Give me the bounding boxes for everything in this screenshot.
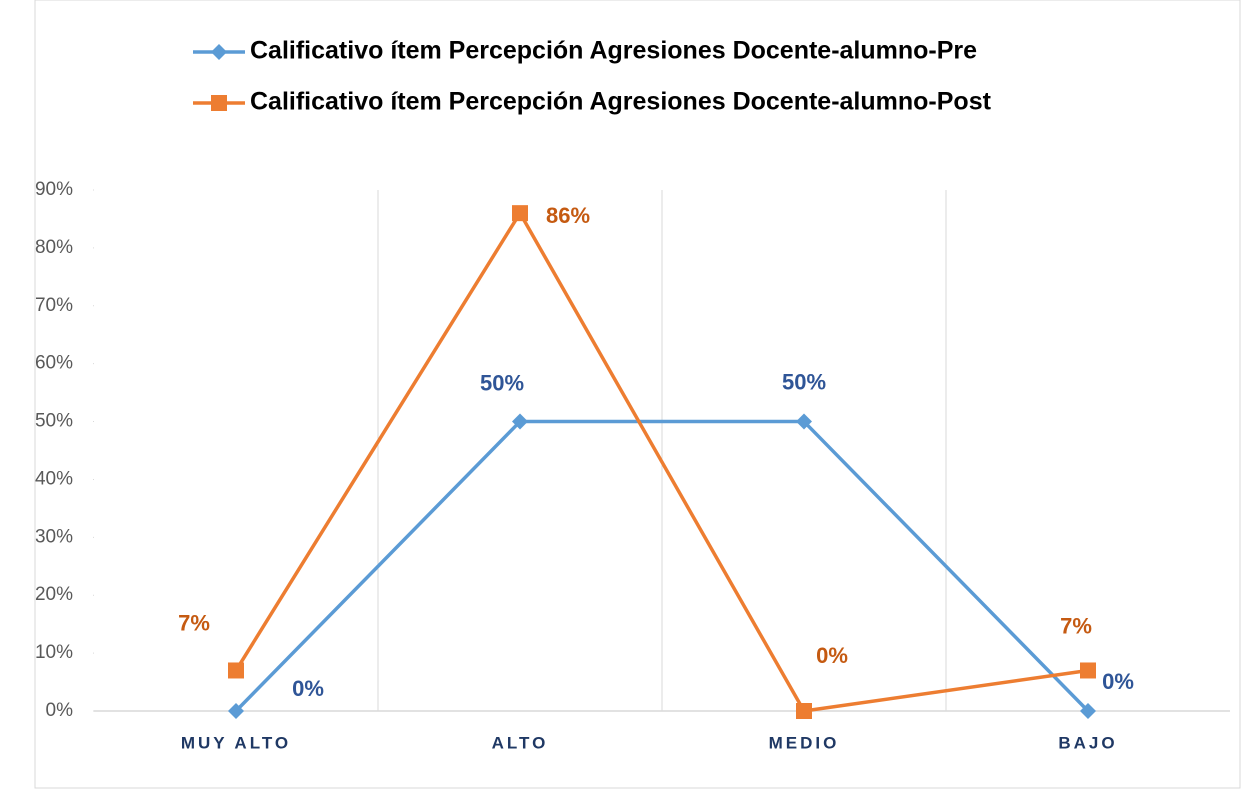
data-point	[512, 205, 528, 222]
legend-marker	[211, 95, 227, 111]
y-tick-label: 40%	[35, 468, 73, 489]
data-point	[796, 413, 812, 430]
x-tick-label: ALTO	[492, 733, 549, 752]
x-tick-label: MEDIO	[769, 733, 840, 752]
legend-marker	[211, 44, 227, 60]
data-point	[796, 703, 812, 719]
y-tick-label: 90%	[35, 179, 73, 200]
data-point	[1080, 662, 1096, 679]
chart-frame	[34, 0, 1241, 789]
data-point	[512, 413, 528, 430]
y-tick-label: 80%	[35, 237, 73, 258]
data-label: 86%	[546, 203, 590, 228]
y-tick-label: 30%	[35, 526, 73, 547]
x-tick-label: MUY ALTO	[181, 733, 291, 752]
x-tick-label: BAJO	[1058, 733, 1117, 752]
data-label: 0%	[292, 676, 324, 701]
y-tick-label: 70%	[35, 295, 73, 316]
y-tick-label: 10%	[35, 642, 73, 663]
series-line	[234, 419, 1090, 713]
legend-label: Calificativo ítem Percepción Agresiones …	[250, 37, 977, 65]
data-label: 50%	[782, 369, 826, 394]
data-label: 7%	[1060, 613, 1092, 638]
data-point	[1080, 703, 1096, 719]
data-label: 0%	[1102, 669, 1134, 694]
y-tick-label: 60%	[35, 353, 73, 374]
legend-label: Calificativo ítem Percepción Agresiones …	[250, 88, 992, 116]
data-label: 50%	[480, 370, 524, 395]
data-label: 0%	[816, 643, 848, 668]
data-point	[228, 703, 244, 719]
series-line	[234, 211, 1089, 713]
data-point	[228, 662, 244, 679]
y-tick-label: 20%	[35, 584, 73, 605]
y-tick-label: 0%	[46, 700, 74, 721]
y-tick-label: 50%	[35, 411, 73, 432]
data-label: 7%	[178, 610, 210, 635]
